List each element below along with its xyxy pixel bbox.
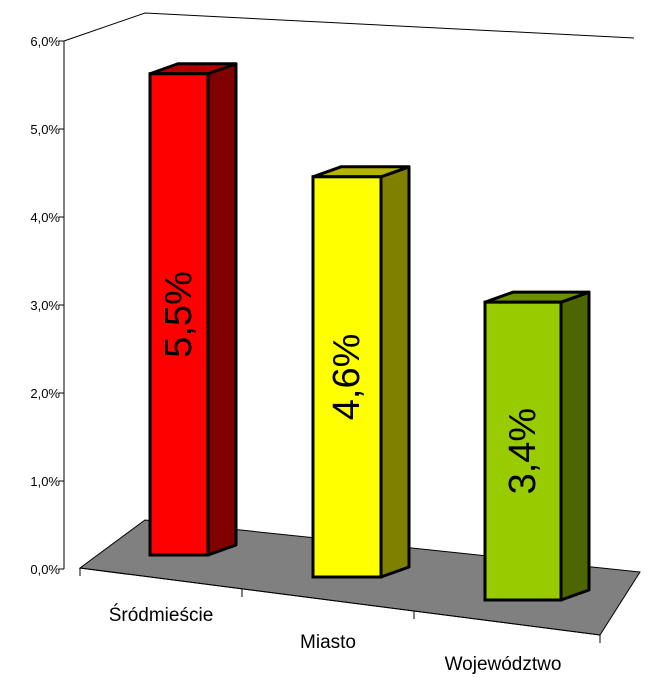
y-tick-label: 3,0% (30, 298, 60, 313)
back-wall-frame (63, 12, 635, 42)
x-axis (79, 567, 601, 636)
bar-front (483, 300, 563, 602)
y-ticks: 0,0% 1,0% 2,0% 3,0% 4,0% 5,0% 6,0% (30, 34, 64, 577)
y-tick-label: 2,0% (30, 386, 60, 401)
bar: 5,5% (148, 62, 238, 557)
bar-side (379, 165, 411, 579)
bar-side (559, 290, 591, 602)
y-tick-label: 6,0% (30, 34, 60, 49)
category-label: Województwo (445, 654, 562, 675)
category-label: Miasto (300, 632, 356, 653)
y-tick-label: 1,0% (30, 474, 60, 489)
bar-front (311, 175, 383, 579)
y-tick-label: 5,0% (30, 122, 60, 137)
bar: 4,6% (311, 165, 411, 579)
bar: 3,4% (483, 290, 591, 602)
category-label: Śródmieście (109, 604, 214, 626)
bar-value-label: 3,4% (502, 408, 544, 495)
bar-value-label: 4,6% (326, 334, 368, 421)
y-tick-label: 0,0% (30, 562, 60, 577)
bar-front (148, 72, 210, 557)
y-tick-label: 4,0% (30, 210, 60, 225)
bar-value-label: 5,5% (158, 271, 200, 358)
bars: 5,5% 4,6% 3,4% (148, 62, 591, 602)
bar-side (206, 62, 238, 557)
